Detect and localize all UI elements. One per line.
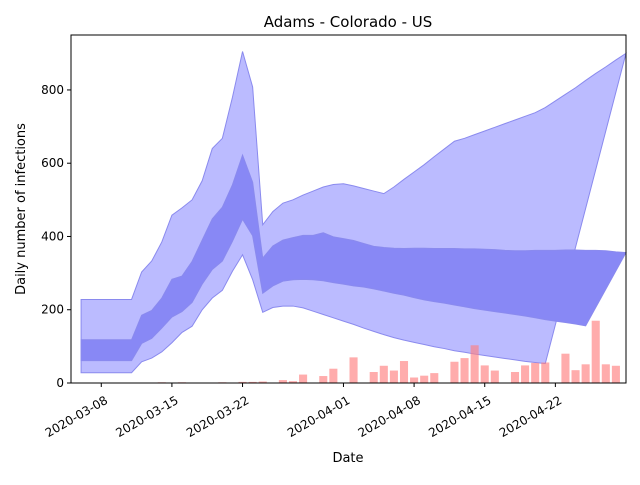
infection-bar xyxy=(561,353,570,383)
infection-bar xyxy=(531,362,540,383)
infection-bar xyxy=(389,370,398,383)
infection-bar xyxy=(571,370,580,383)
infection-bar xyxy=(420,375,429,383)
inner-band xyxy=(80,153,627,362)
infection-bar xyxy=(601,364,610,383)
y-tick-label: 200 xyxy=(41,303,64,317)
infection-bar xyxy=(248,381,257,383)
infection-bar xyxy=(490,370,499,383)
y-tick-label: 400 xyxy=(41,229,64,243)
infection-bar xyxy=(319,376,328,383)
confidence-bands xyxy=(80,51,627,374)
infection-bar xyxy=(460,358,469,383)
infection-bar xyxy=(369,372,378,383)
axes-frame xyxy=(70,34,627,384)
infection-bar xyxy=(349,357,358,383)
infection-bar xyxy=(581,364,590,383)
infection-bar xyxy=(399,361,409,383)
infection-bar xyxy=(480,365,489,383)
y-tick-label: 600 xyxy=(41,156,64,170)
infection-bar xyxy=(541,362,550,383)
infection-bar xyxy=(611,365,620,383)
infection-bar xyxy=(258,381,267,383)
infection-bar xyxy=(379,365,388,383)
daily-infection-bars xyxy=(157,320,620,383)
infection-bar xyxy=(430,373,439,383)
infection-bar xyxy=(238,381,247,383)
y-axis-ticks: 0 200 400 600 800 xyxy=(41,83,71,390)
y-tick-label: 800 xyxy=(41,83,64,97)
infection-bar xyxy=(329,368,338,383)
y-axis-label: Daily number of infections xyxy=(14,123,29,295)
y-tick-label: 0 xyxy=(56,376,64,390)
infection-bar xyxy=(299,374,308,383)
infection-bar xyxy=(450,361,459,383)
infection-bar xyxy=(470,345,479,383)
infection-bar xyxy=(278,380,287,383)
infection-bar xyxy=(510,372,520,383)
chart-title: Adams - Colorado - US xyxy=(264,13,433,31)
infection-bar xyxy=(410,377,419,383)
infection-bar xyxy=(591,320,600,383)
infection-bar xyxy=(288,381,298,383)
x-axis-label: Date xyxy=(332,451,363,466)
infection-bar xyxy=(521,365,530,383)
